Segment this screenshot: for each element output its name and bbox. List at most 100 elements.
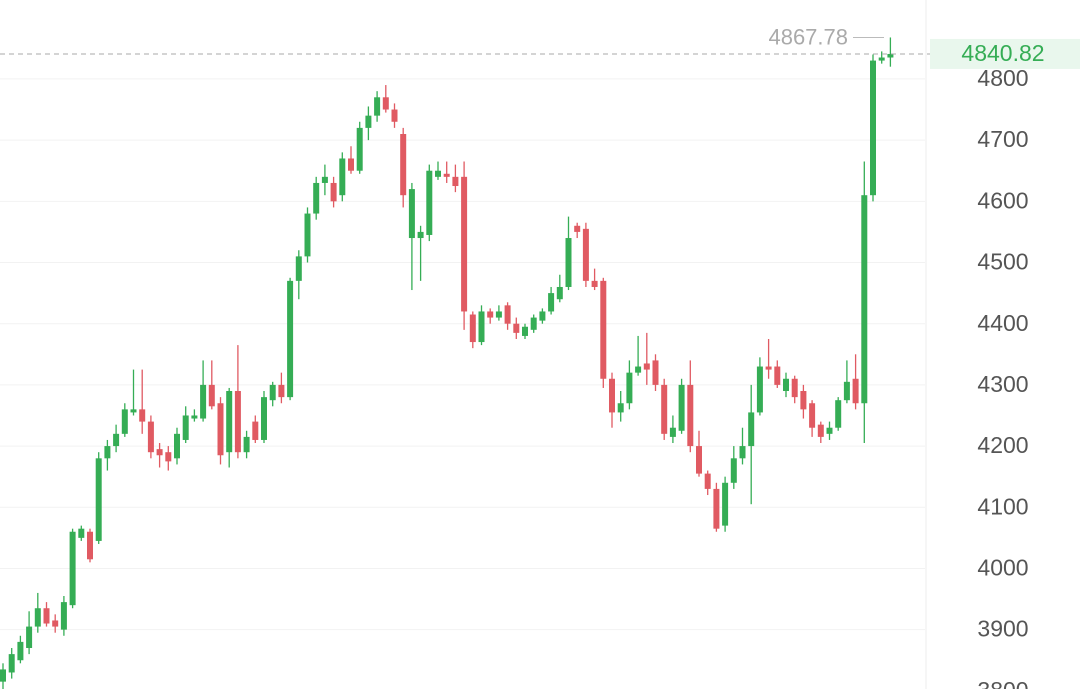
candle-body [652, 360, 659, 385]
candle-body [8, 654, 15, 673]
candle-body [313, 182, 320, 214]
candle-body [17, 641, 24, 661]
candle-body [217, 403, 224, 456]
candle-body [87, 531, 93, 560]
candle-body [452, 176, 459, 187]
candle-body [591, 280, 598, 287]
y-tick-label: 3900 [977, 616, 1028, 642]
candle-body [26, 626, 33, 649]
candle-body [60, 602, 67, 630]
candle-body [626, 372, 633, 404]
y-tick-label: 4500 [977, 249, 1028, 275]
candle-body [556, 286, 563, 300]
candle-body [191, 415, 198, 419]
candle-body [870, 60, 876, 196]
candle-body [321, 176, 328, 183]
candle-body [165, 452, 172, 462]
candle-body [104, 446, 111, 459]
candle-body [426, 170, 433, 235]
candle-body [69, 531, 76, 606]
candle-body [356, 127, 363, 171]
last-price-box [930, 38, 1080, 69]
last-price-label: 4840.82 [961, 40, 1044, 66]
candle-body [635, 366, 642, 373]
candle-body [609, 378, 615, 413]
candle-body [774, 366, 781, 385]
candle-body [330, 182, 337, 202]
candle-body [730, 458, 737, 483]
candle-body [417, 231, 424, 239]
candle-body [278, 384, 285, 398]
candle-body [565, 238, 572, 287]
candle-body [348, 158, 354, 171]
candle-body [147, 421, 154, 453]
candle-body [156, 449, 163, 456]
candle-body [617, 403, 624, 413]
candle-body [243, 436, 250, 453]
candle-body [261, 397, 267, 440]
candle-body [852, 378, 859, 404]
candle-body [0, 669, 6, 682]
candle-body [678, 384, 685, 431]
candle-body [530, 317, 537, 330]
candle-body [234, 391, 241, 453]
candle-body [469, 314, 476, 343]
y-tick-label: 4800 [977, 65, 1028, 91]
candle-body [200, 384, 207, 419]
candle-body [765, 366, 772, 370]
candle-body [783, 378, 789, 392]
candle-body [443, 173, 450, 177]
candle-body [52, 620, 59, 627]
candle-body [34, 608, 41, 627]
candle-body [495, 311, 502, 318]
candle-body [113, 433, 120, 447]
candle-body [713, 488, 720, 529]
candle-body [661, 384, 668, 434]
y-tick-label: 4300 [977, 371, 1028, 397]
candle-body [287, 280, 294, 398]
candle-body [208, 384, 215, 407]
candle-body [696, 446, 702, 474]
candle-body [687, 384, 694, 447]
candle-body [43, 608, 50, 624]
candle-body [487, 311, 494, 318]
candle-body [504, 305, 511, 324]
candle-body [513, 323, 520, 333]
y-tick-label: 4700 [977, 126, 1028, 152]
candle-body [304, 213, 311, 257]
high-marker-label: 4867.78 [768, 24, 848, 49]
candle-body [809, 403, 816, 428]
candle-body [461, 176, 468, 312]
candle-body [339, 158, 346, 196]
candle-body [722, 482, 729, 526]
candle-body [539, 311, 546, 321]
candle-body [748, 412, 755, 447]
candle-body [182, 415, 189, 440]
candle-body [252, 421, 259, 440]
candle-body [382, 97, 389, 110]
candle-body [826, 427, 833, 434]
candle-body [374, 97, 381, 116]
candle-body [548, 293, 555, 312]
y-tick-label: 4200 [977, 432, 1028, 458]
candle-body [704, 473, 711, 489]
candle-body [139, 409, 146, 422]
candle-body [861, 195, 868, 404]
candle-body [669, 427, 676, 437]
candle-body [269, 384, 276, 401]
candle-body [800, 391, 807, 410]
candle-body [817, 424, 824, 437]
candle-body [435, 170, 441, 177]
candle-body [887, 53, 894, 58]
y-tick-label: 4000 [977, 555, 1028, 581]
candle-body [408, 189, 415, 239]
candle-body [121, 409, 128, 434]
candle-body [226, 391, 233, 453]
candle-body [835, 400, 842, 428]
candle-body [295, 256, 302, 281]
candle-body [756, 366, 763, 413]
candle-body [791, 378, 798, 398]
candle-body [391, 109, 398, 122]
